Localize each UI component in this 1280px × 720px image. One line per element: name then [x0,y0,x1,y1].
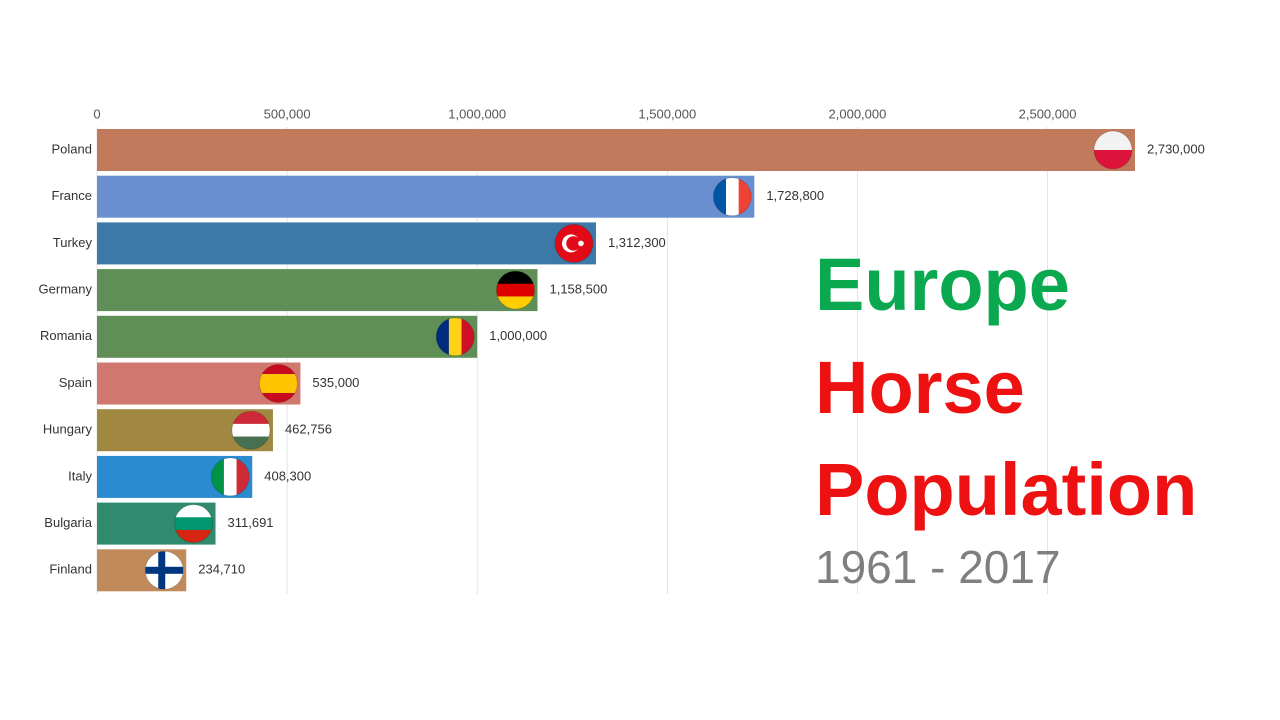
flag-stripe [259,364,298,375]
flag [1094,131,1132,169]
flag-stripe [1094,131,1132,151]
x-tick-label: 1,500,000 [638,106,696,121]
flag-ring [1093,130,1133,170]
y-tick-label: Hungary [43,422,93,437]
value-label: 1,728,800 [766,188,824,203]
y-tick-label: Poland [52,141,92,156]
flag-stripe [231,411,270,425]
flag-ring [495,270,535,310]
flag-stripe [461,317,475,356]
x-tick-label: 2,000,000 [829,106,887,121]
flag-stripe [174,529,213,543]
flag-star [578,240,584,247]
flag-stripe [496,283,535,297]
flag-stripe [211,457,225,496]
value-label: 1,312,300 [608,235,666,250]
flag-stripe [259,393,298,403]
flag-stripe [231,436,270,450]
flag-stripe [448,317,463,356]
bar [97,315,478,358]
flag-ring [174,504,214,544]
y-tick-label: Bulgaria [44,515,92,530]
chart-title: Population [815,448,1197,531]
flag [174,504,213,543]
value-label: 234,710 [198,562,245,577]
flag-ring [144,550,184,590]
flag [145,551,184,590]
y-tick-label: France [52,188,92,203]
flag-stripe [496,271,535,285]
value-label: 1,000,000 [489,328,547,343]
flag [231,411,270,450]
y-tick-label: Spain [59,375,92,390]
value-label: 311,691 [228,515,274,530]
flag-ring [712,177,752,217]
y-tick-label: Romania [40,328,93,343]
flag-ring [554,223,594,263]
flag-stripe [738,177,752,216]
x-tick-label: 2,500,000 [1019,106,1077,121]
y-tick-label: Finland [49,562,92,577]
bar [97,222,596,265]
value-label: 408,300 [264,468,311,483]
chart-subtitle: 1961 - 2017 [815,541,1061,593]
chart-title: Horse [815,346,1025,429]
x-tick-label: 0 [93,106,100,121]
chart-title: Europe [815,243,1070,326]
flag-stripe [174,504,213,518]
flag-moon-cut [566,236,581,251]
flag [436,317,475,356]
flag-ring [258,364,298,403]
value-label: 2,730,000 [1147,141,1205,156]
flag [259,364,298,403]
y-tick-label: Italy [68,468,92,483]
flag-stripe [436,317,450,356]
flag-cross [158,551,166,590]
bar [97,269,538,312]
flag [211,457,250,496]
x-tick-label: 1,000,000 [448,106,506,121]
flag-stripe [231,423,270,438]
flag-ring [231,410,271,450]
y-tick-label: Germany [39,282,93,297]
x-tick-label: 500,000 [264,106,311,121]
flag [713,177,752,216]
y-tick-label: Turkey [53,235,93,250]
flag-ring [210,457,250,497]
flag-stripe [725,177,740,216]
flag-stripe [713,177,727,216]
value-label: 535,000 [312,375,359,390]
flag [554,224,593,263]
flag-stripe [259,374,298,384]
flag-ring [435,317,475,357]
flag-stripe [259,383,298,394]
flag-stripe [223,457,238,496]
bar [97,129,1135,171]
flag [496,271,535,310]
flag-stripe [236,457,250,496]
value-label: 1,158,500 [549,282,607,297]
value-label: 462,756 [285,422,332,437]
bar [97,175,755,218]
flag-stripe [174,517,213,531]
flag-stripe [1094,150,1132,169]
flag-stripe [496,296,535,310]
